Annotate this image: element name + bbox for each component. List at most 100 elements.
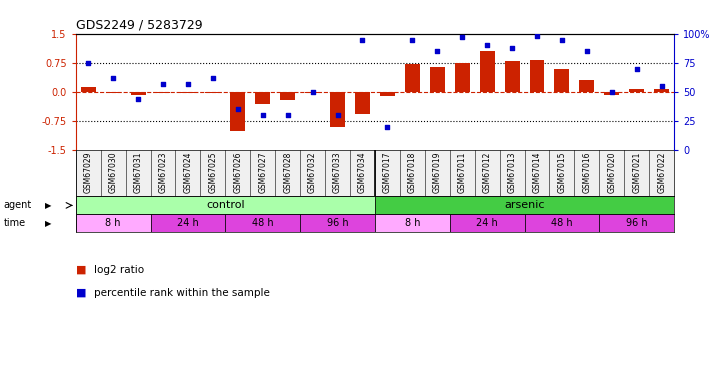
Text: 48 h: 48 h [551,219,572,228]
Point [482,42,493,48]
Point [656,83,668,89]
Text: 24 h: 24 h [177,219,199,228]
Bar [205,92,221,93]
Bar [305,92,320,93]
Bar [629,89,645,92]
Bar [524,214,599,232]
Point [431,48,443,54]
Text: GSM67031: GSM67031 [133,151,143,193]
Bar [529,60,544,92]
Text: GSM67027: GSM67027 [258,151,267,193]
Text: ■: ■ [76,265,87,275]
Text: GSM67033: GSM67033 [333,151,342,193]
Point [282,112,293,118]
Bar [450,214,524,232]
Text: 96 h: 96 h [626,219,647,228]
Bar [230,92,245,131]
Bar [430,67,445,92]
Text: 24 h: 24 h [477,219,498,228]
Point [581,48,593,54]
Bar [375,196,674,214]
Text: time: time [4,219,26,228]
Text: 48 h: 48 h [252,219,273,228]
Bar [131,92,146,94]
Point [381,124,393,130]
Bar [105,92,120,93]
Text: GSM67020: GSM67020 [607,151,616,193]
Bar [375,214,450,232]
Text: ■: ■ [76,288,87,297]
Point [357,36,368,42]
Text: GSM67017: GSM67017 [383,151,392,193]
Text: GSM67024: GSM67024 [183,151,193,193]
Point [157,81,169,87]
Bar [280,92,295,100]
Point [207,75,218,81]
Bar [455,63,469,92]
Text: GSM67016: GSM67016 [583,151,591,193]
Bar [76,196,375,214]
Text: percentile rank within the sample: percentile rank within the sample [94,288,270,297]
Text: agent: agent [4,200,32,210]
Point [531,33,543,39]
Text: 8 h: 8 h [404,219,420,228]
Point [182,81,194,87]
Bar [76,214,151,232]
Bar [255,92,270,104]
Bar [599,214,674,232]
Text: GSM67015: GSM67015 [557,151,567,193]
Bar [580,80,594,92]
Bar [151,214,225,232]
Text: arsenic: arsenic [504,200,545,210]
Bar [654,89,669,92]
Text: GSM67029: GSM67029 [84,151,93,193]
Text: GSM67012: GSM67012 [482,151,492,193]
Point [332,112,343,118]
Point [257,112,268,118]
Text: GSM67026: GSM67026 [234,151,242,193]
Text: GSM67025: GSM67025 [208,151,217,193]
Text: GSM67034: GSM67034 [358,151,367,193]
Point [606,89,618,95]
Point [107,75,119,81]
Text: log2 ratio: log2 ratio [94,265,144,275]
Bar [180,92,195,93]
Text: GSM67022: GSM67022 [657,151,666,193]
Bar [604,92,619,94]
Bar [355,92,370,114]
Text: ▶: ▶ [45,201,51,210]
Point [456,34,468,40]
Bar [225,214,300,232]
Text: ▶: ▶ [45,219,51,228]
Point [307,89,319,95]
Bar [380,92,395,96]
Text: GSM67011: GSM67011 [458,151,466,193]
Text: 8 h: 8 h [105,219,121,228]
Bar [156,92,170,93]
Bar [554,69,570,92]
Point [556,36,567,42]
Text: GSM67013: GSM67013 [508,151,516,193]
Point [82,60,94,66]
Text: control: control [206,200,244,210]
Bar [479,51,495,92]
Point [407,36,418,42]
Bar [300,214,375,232]
Text: GSM67028: GSM67028 [283,151,292,193]
Text: GSM67021: GSM67021 [632,151,641,193]
Text: GSM67032: GSM67032 [308,151,317,193]
Text: GSM67019: GSM67019 [433,151,442,193]
Point [232,106,244,112]
Text: GSM67014: GSM67014 [533,151,541,193]
Text: GSM67018: GSM67018 [408,151,417,193]
Point [132,96,143,102]
Bar [81,87,96,92]
Text: 96 h: 96 h [327,219,348,228]
Text: GSM67023: GSM67023 [159,151,167,193]
Bar [404,64,420,92]
Bar [505,61,520,92]
Text: GSM67030: GSM67030 [109,151,118,193]
Point [506,45,518,51]
Bar [330,92,345,127]
Text: GDS2249 / 5283729: GDS2249 / 5283729 [76,18,203,31]
